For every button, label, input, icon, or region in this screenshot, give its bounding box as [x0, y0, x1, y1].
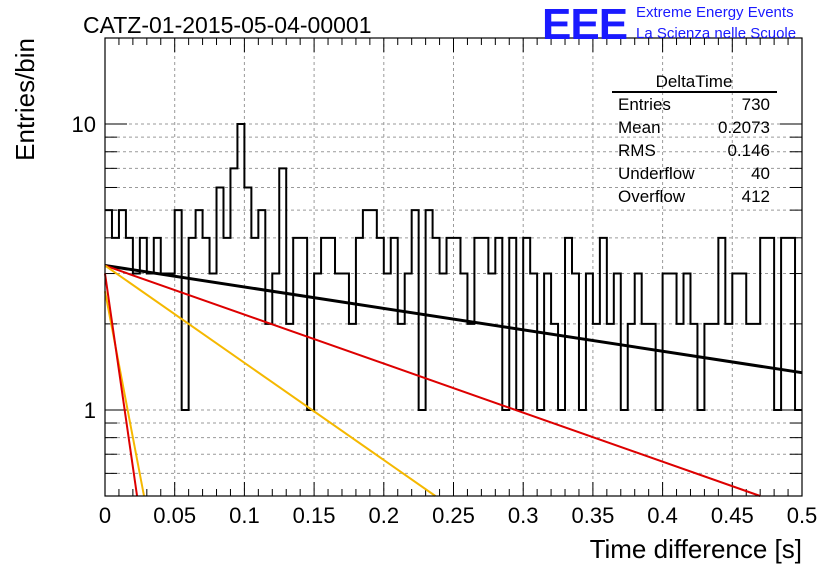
stats-row-label: Mean — [618, 118, 661, 137]
fit-curve — [104, 273, 139, 497]
fit-curve — [104, 264, 803, 375]
y-axis-label: Entries/bin — [10, 38, 40, 161]
x-tick-label: 0.35 — [571, 503, 614, 528]
stats-box-title: DeltaTime — [656, 72, 733, 91]
y-tick-labels: 1 10 — [72, 112, 96, 423]
y-tick-label: 10 — [72, 112, 96, 137]
stats-row-label: Overflow — [618, 187, 686, 206]
histogram — [105, 123, 802, 411]
stats-row-value: 730 — [742, 95, 770, 114]
x-tick-label: 0.45 — [711, 503, 754, 528]
stats-row-value: 0.146 — [727, 141, 770, 160]
stats-box: DeltaTime Entries 730 Mean 0.2073 RMS 0.146 Un… — [612, 72, 777, 206]
fit-curve — [104, 264, 761, 497]
x-tick-label: 0.1 — [229, 503, 260, 528]
x-axis-label: Time difference [s] — [590, 534, 802, 564]
x-tick-label: 0.3 — [508, 503, 539, 528]
logo-line-2: La Scienza nelle Scuole — [636, 25, 796, 42]
stats-row-value: 0.2073 — [718, 118, 770, 137]
x-tick-label: 0.5 — [787, 503, 818, 528]
stats-row-value: 412 — [742, 187, 770, 206]
stats-row-label: Underflow — [618, 164, 695, 183]
y-tick-label: 1 — [84, 398, 96, 423]
fit-curve — [104, 264, 436, 497]
x-tick-label: 0.05 — [153, 503, 196, 528]
eee-logo: EEE — [542, 0, 627, 49]
x-tick-label: 0 — [99, 503, 111, 528]
logo-line-1: Extreme Energy Events — [636, 4, 794, 21]
x-tick-label: 0.25 — [432, 503, 475, 528]
fit-curves — [104, 264, 803, 497]
plot-frame — [104, 37, 803, 497]
x-tick-label: 0.4 — [647, 503, 678, 528]
stats-row-label: RMS — [618, 141, 656, 160]
stats-row-value: 40 — [751, 164, 770, 183]
run-title: CATZ-01-2015-05-04-00001 — [83, 12, 372, 38]
stats-rows: Entries 730 Mean 0.2073 RMS 0.146 Underflow 40 O… — [618, 95, 770, 206]
x-tick-label: 0.2 — [369, 503, 400, 528]
x-tick-labels: 0 0.05 0.1 0.15 0.2 0.25 0.3 0.35 0.4 0.45 0.5 — [99, 503, 817, 528]
stats-row-label: Entries — [618, 95, 671, 114]
x-tick-label: 0.15 — [293, 503, 336, 528]
histogram-step-line — [105, 123, 802, 411]
